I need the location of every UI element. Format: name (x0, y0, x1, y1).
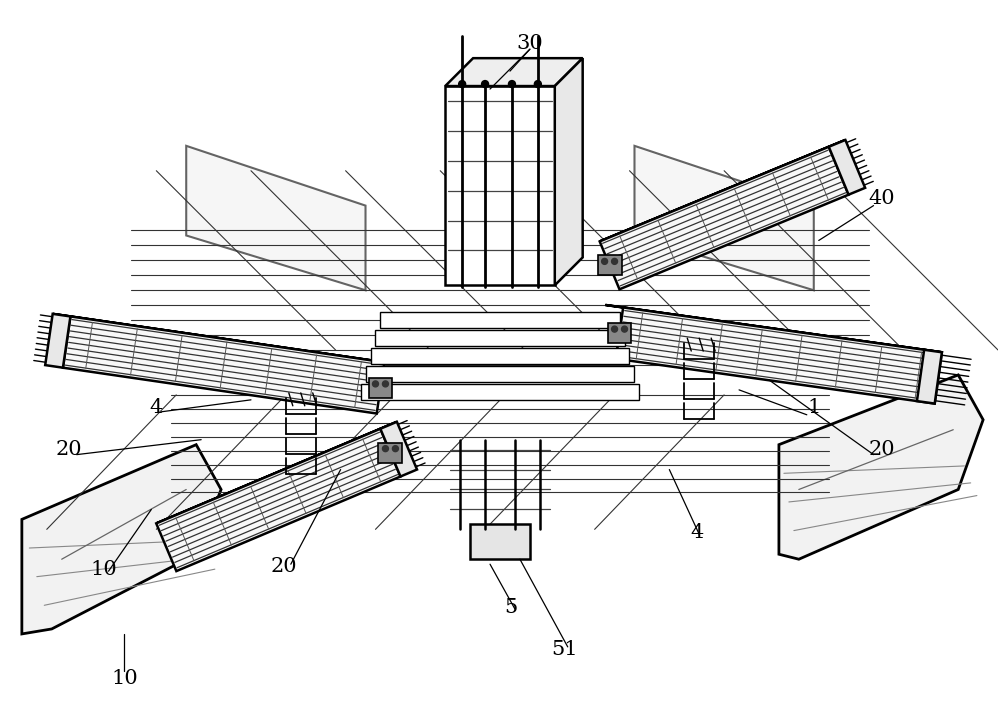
Polygon shape (598, 256, 622, 275)
Text: 1: 1 (807, 398, 820, 417)
Circle shape (612, 258, 618, 264)
Polygon shape (634, 146, 814, 290)
Text: 10: 10 (90, 560, 117, 579)
Polygon shape (380, 312, 620, 328)
Circle shape (382, 381, 388, 387)
Text: 30: 30 (517, 34, 543, 52)
Text: 51: 51 (551, 640, 578, 659)
Polygon shape (378, 443, 402, 462)
Text: 20: 20 (55, 440, 82, 459)
Circle shape (534, 80, 541, 88)
Circle shape (602, 258, 608, 264)
Polygon shape (22, 444, 221, 634)
Polygon shape (63, 317, 384, 414)
Circle shape (459, 80, 466, 88)
Polygon shape (53, 314, 384, 363)
Circle shape (392, 446, 398, 452)
Polygon shape (186, 146, 366, 290)
Polygon shape (605, 305, 942, 353)
Polygon shape (369, 378, 392, 398)
Polygon shape (45, 314, 70, 368)
Polygon shape (361, 384, 639, 400)
Circle shape (382, 446, 388, 452)
Polygon shape (917, 350, 942, 404)
Circle shape (372, 381, 378, 387)
Polygon shape (156, 429, 400, 571)
Polygon shape (380, 421, 417, 477)
Text: 20: 20 (868, 440, 895, 459)
Polygon shape (616, 307, 942, 404)
Polygon shape (600, 146, 849, 289)
Polygon shape (371, 348, 629, 364)
Text: 40: 40 (868, 189, 895, 208)
Polygon shape (366, 366, 634, 382)
Polygon shape (445, 86, 555, 285)
Text: 4: 4 (150, 398, 163, 417)
Text: 5: 5 (504, 597, 518, 617)
Polygon shape (470, 524, 530, 559)
Polygon shape (375, 330, 625, 346)
Circle shape (612, 326, 618, 332)
Polygon shape (156, 421, 397, 523)
Polygon shape (779, 375, 983, 559)
Polygon shape (829, 140, 865, 195)
Text: 10: 10 (111, 669, 138, 689)
Polygon shape (600, 140, 845, 241)
Circle shape (622, 326, 628, 332)
Polygon shape (608, 323, 631, 343)
Circle shape (482, 80, 489, 88)
Text: 4: 4 (691, 523, 704, 542)
Polygon shape (445, 58, 583, 86)
Polygon shape (555, 58, 583, 285)
Text: 20: 20 (271, 556, 297, 576)
Circle shape (508, 80, 515, 88)
